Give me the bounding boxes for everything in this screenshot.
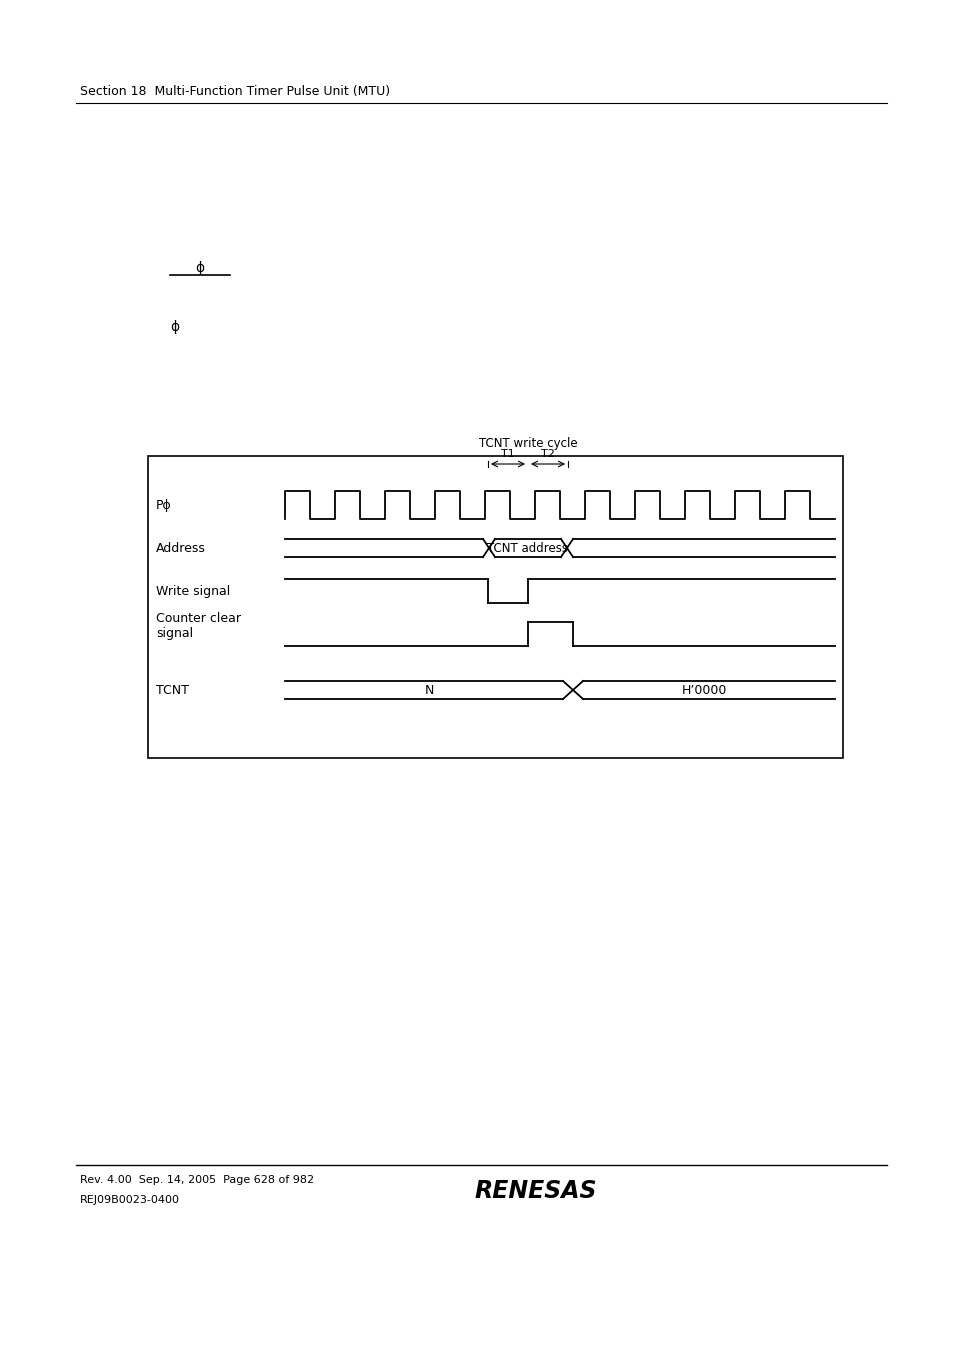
Text: ϕ: ϕ bbox=[195, 261, 204, 276]
Bar bbox=[148, 457, 842, 758]
Text: N: N bbox=[424, 684, 434, 697]
Text: Counter clear
signal: Counter clear signal bbox=[156, 612, 241, 640]
Text: RENESAS: RENESAS bbox=[475, 1179, 597, 1202]
Text: Pϕ: Pϕ bbox=[156, 499, 172, 512]
Text: TCNT write cycle: TCNT write cycle bbox=[478, 436, 577, 450]
Text: ϕ: ϕ bbox=[171, 320, 179, 334]
Text: REJ09B0023-0400: REJ09B0023-0400 bbox=[80, 1196, 180, 1205]
Text: H’0000: H’0000 bbox=[680, 684, 726, 697]
Text: T1: T1 bbox=[500, 449, 515, 459]
Text: Address: Address bbox=[156, 542, 206, 554]
Text: Section 18  Multi-Function Timer Pulse Unit (MTU): Section 18 Multi-Function Timer Pulse Un… bbox=[80, 85, 390, 99]
Text: T2: T2 bbox=[540, 449, 555, 459]
Text: Write signal: Write signal bbox=[156, 585, 230, 597]
Text: TCNT: TCNT bbox=[156, 684, 189, 697]
Text: Rev. 4.00  Sep. 14, 2005  Page 628 of 982: Rev. 4.00 Sep. 14, 2005 Page 628 of 982 bbox=[80, 1175, 314, 1185]
Text: TCNT address: TCNT address bbox=[487, 542, 568, 554]
